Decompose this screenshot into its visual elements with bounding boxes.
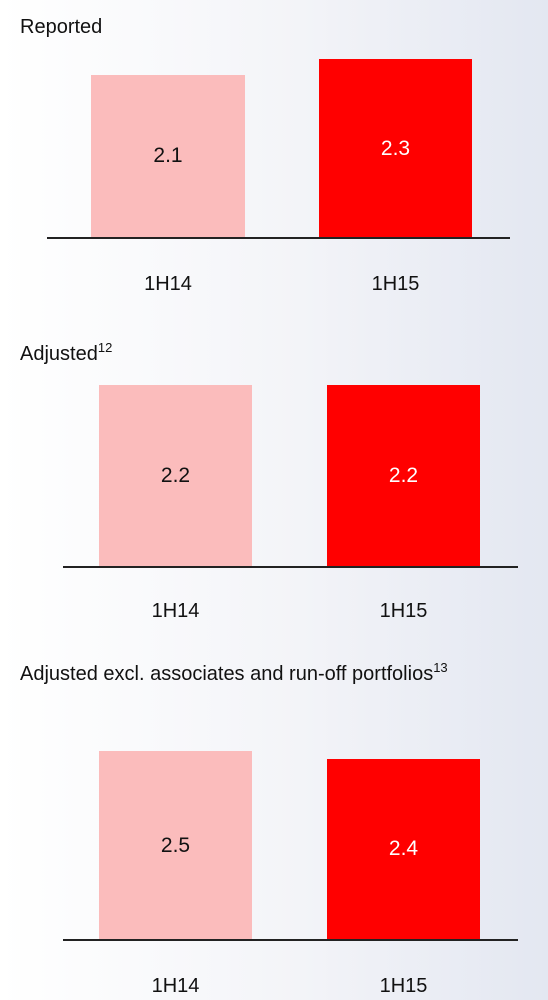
bar: 2.1 bbox=[91, 74, 245, 238]
value-label: 2.4 bbox=[388, 837, 419, 861]
chart-title-text: Adjusted excl. associates and run-off po… bbox=[20, 663, 434, 685]
x-tick-label: 1H14 bbox=[151, 975, 200, 997]
value-label: 2.2 bbox=[160, 464, 191, 487]
value-label: 2.2 bbox=[388, 464, 419, 487]
bar: 2.5 bbox=[99, 751, 252, 940]
footnote-ref: 12 bbox=[97, 340, 113, 355]
x-tick-label: 1H14 bbox=[151, 600, 200, 622]
chart-title-text: Reported bbox=[20, 16, 103, 38]
bar: 2.2 bbox=[99, 385, 252, 567]
x-tick-label: 1H15 bbox=[379, 600, 428, 622]
chart-title: Reported bbox=[20, 10, 530, 45]
chart-title-text: Adjusted bbox=[20, 343, 98, 365]
bar: 2.4 bbox=[327, 758, 480, 940]
value-label: 2.1 bbox=[153, 144, 183, 168]
value-label: 2.5 bbox=[160, 833, 191, 857]
footnote-ref: 13 bbox=[433, 660, 448, 675]
baseline bbox=[47, 237, 510, 239]
baseline bbox=[63, 939, 518, 941]
bar: 2.3 bbox=[319, 59, 472, 238]
chart-title: Adjusted excl. associates and run-off po… bbox=[20, 657, 530, 692]
value-label: 2.3 bbox=[380, 136, 411, 160]
bar: 2.2 bbox=[327, 385, 480, 567]
x-tick-label: 1H15 bbox=[371, 273, 420, 295]
baseline bbox=[63, 566, 518, 568]
x-tick-label: 1H15 bbox=[379, 975, 428, 997]
x-tick-label: 1H14 bbox=[144, 273, 192, 295]
chart-title: Adjusted12 bbox=[20, 337, 530, 372]
